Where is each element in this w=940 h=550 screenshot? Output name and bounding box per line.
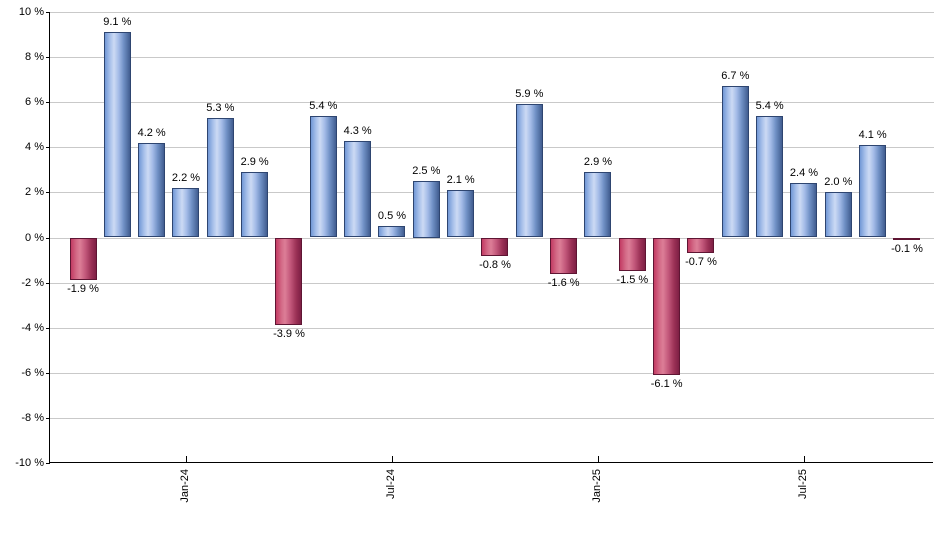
bar-value-label: 6.7 % xyxy=(721,70,750,83)
y-axis-tick-label: -6 % xyxy=(21,366,44,379)
bar-negative xyxy=(69,237,97,281)
bar-value-label: -3.9 % xyxy=(273,328,305,341)
bar-positive xyxy=(241,172,269,238)
gridline xyxy=(50,102,934,104)
bar-value-label: 2.9 % xyxy=(583,156,613,169)
bar-value-label: 2.9 % xyxy=(240,156,269,169)
x-axis-tick-label: Jan-25 xyxy=(590,469,603,503)
bar-negative xyxy=(275,237,303,326)
bar-positive xyxy=(344,140,372,238)
bar-value-label: -0.8 % xyxy=(479,258,511,271)
bar-positive xyxy=(824,192,852,238)
bar-value-label: -1.6 % xyxy=(547,276,580,289)
y-axis-tick xyxy=(46,147,50,149)
gridline xyxy=(50,147,934,149)
y-axis-tick-label: -2 % xyxy=(21,276,44,289)
bar-value-label: 5.4 % xyxy=(309,99,338,112)
y-axis-tick xyxy=(46,192,50,194)
bar-value-label: 9.1 % xyxy=(103,16,132,29)
bar-positive xyxy=(206,117,234,238)
bar-value-label: -1.9 % xyxy=(67,283,99,296)
gridline xyxy=(50,417,934,419)
bar-value-label: 5.3 % xyxy=(206,101,235,114)
y-axis-tick-label: 0 % xyxy=(25,231,44,244)
y-axis-tick-label: 4 % xyxy=(25,141,44,154)
bar-value-label: 2.2 % xyxy=(171,171,201,184)
gridline xyxy=(50,372,934,374)
bar-value-label: 2.5 % xyxy=(412,165,441,178)
bar-negative xyxy=(653,237,681,376)
y-axis-tick-label: -10 % xyxy=(15,457,44,469)
x-axis-tick xyxy=(391,456,393,462)
bar-value-label: -0.1 % xyxy=(891,242,923,255)
x-axis-tick-label: Jul-25 xyxy=(796,469,809,499)
bar-positive xyxy=(859,145,887,238)
bar-positive xyxy=(447,190,475,238)
bar-value-label: 2.0 % xyxy=(824,176,853,189)
gridline xyxy=(50,12,934,13)
bar-value-label: 2.1 % xyxy=(446,174,475,187)
bar-negative xyxy=(893,237,921,240)
gridline xyxy=(50,192,934,194)
bar-value-label: -1.5 % xyxy=(616,274,649,287)
bar-value-label: -0.7 % xyxy=(685,256,717,269)
y-axis-tick-label: -8 % xyxy=(21,411,44,424)
bar-positive xyxy=(172,187,200,238)
bar-positive xyxy=(138,142,166,238)
y-axis-tick xyxy=(46,282,50,284)
y-axis-tick-label: 10 % xyxy=(18,6,44,18)
bar-positive xyxy=(412,181,440,238)
y-axis-tick xyxy=(46,57,50,59)
y-axis-tick-label: 2 % xyxy=(25,186,44,199)
bar-positive xyxy=(515,104,543,238)
bar-value-label: 5.4 % xyxy=(755,99,784,112)
gridline xyxy=(50,282,934,284)
x-axis-tick xyxy=(803,456,805,462)
x-axis-tick xyxy=(597,456,599,462)
y-axis-tick xyxy=(46,417,50,419)
bar-positive xyxy=(584,172,612,238)
bar-value-label: -6.1 % xyxy=(650,378,683,391)
y-axis-tick xyxy=(46,327,50,329)
y-axis-tick xyxy=(46,372,50,374)
x-axis-tick-label: Jan-24 xyxy=(178,469,191,503)
y-axis-tick xyxy=(46,12,50,13)
bar-value-label: 4.2 % xyxy=(137,126,166,139)
bar-positive xyxy=(103,32,131,238)
y-axis-tick xyxy=(46,237,50,239)
bar-value-label: 4.1 % xyxy=(858,129,887,142)
bar-value-label: 2.4 % xyxy=(789,167,819,180)
gridline xyxy=(50,57,934,59)
bar-positive xyxy=(721,86,749,238)
plot-area: 10 % 8 % 6 % 4 % 2 % 0 % -2 % -4 % -6 % -8 % -10 %… xyxy=(15,6,934,503)
bar-negative xyxy=(687,237,715,254)
y-axis-tick xyxy=(46,102,50,104)
bar-positive xyxy=(378,226,406,238)
bar-value-label: 5.9 % xyxy=(515,88,544,101)
bar-negative xyxy=(550,237,578,274)
bar-positive xyxy=(309,115,337,238)
bar-negative xyxy=(481,237,509,256)
bar-positive xyxy=(756,115,784,238)
y-axis-tick-label: -4 % xyxy=(21,321,44,334)
x-axis-tick xyxy=(185,456,187,462)
y-axis-tick-label: 6 % xyxy=(25,96,44,109)
bar-value-label: 0.5 % xyxy=(377,210,407,223)
y-axis-tick-label: 8 % xyxy=(25,51,44,64)
y-axis-tick xyxy=(46,463,50,464)
x-axis-tick-label: Jul-24 xyxy=(384,469,397,499)
bar-value-label: 4.3 % xyxy=(343,124,372,137)
bar-negative xyxy=(618,237,646,272)
bar-positive xyxy=(790,183,818,238)
gridline xyxy=(50,327,934,329)
